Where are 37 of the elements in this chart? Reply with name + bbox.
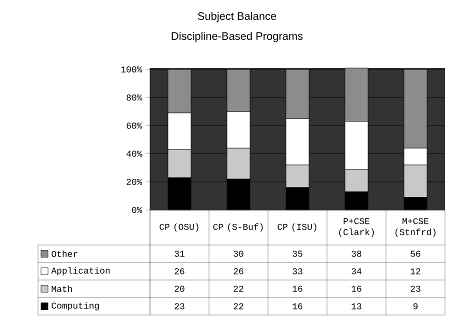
data-label: 38 xyxy=(352,250,362,257)
data-label: 35 xyxy=(292,250,302,257)
data-label: 16 xyxy=(292,303,302,310)
data-label: 26 xyxy=(234,268,244,274)
x-tick-label: M+CSE (Stnfrd) xyxy=(395,218,436,237)
data-label: 13 xyxy=(352,303,362,310)
data-label: 56 xyxy=(410,250,420,257)
y-tick-label: 80% xyxy=(126,94,142,101)
data-label: 34 xyxy=(352,268,362,274)
legend-label: Computing xyxy=(52,302,99,310)
y-tick-label: 20% xyxy=(126,178,142,185)
data-label: 22 xyxy=(234,286,244,292)
x-tick-label: P+CSE (Clark) xyxy=(339,218,374,237)
y-tick-label: 60% xyxy=(126,122,142,129)
data-label: 22 xyxy=(234,303,244,310)
chart-title: Subject Balance xyxy=(198,12,276,22)
data-label: 20 xyxy=(174,286,184,292)
legend-label: Application xyxy=(51,267,110,276)
y-tick-label: 100% xyxy=(121,66,142,72)
y-tick-label: 40% xyxy=(126,150,142,157)
legend-label: Math xyxy=(52,285,72,292)
y-tick-label: 0% xyxy=(132,206,142,214)
data-label: 12 xyxy=(410,268,420,274)
data-label: 16 xyxy=(352,286,362,292)
x-tick-label: CP (S-Buf) xyxy=(213,223,263,232)
data-label: 23 xyxy=(174,303,184,310)
data-label: 31 xyxy=(174,250,184,257)
data-label: 9 xyxy=(413,303,418,310)
data-label: 33 xyxy=(292,268,302,274)
legend-label: Other xyxy=(52,250,78,258)
x-tick-label: CP (OSU) xyxy=(160,223,198,232)
data-label: 30 xyxy=(234,250,244,257)
chart-subtitle: Discipline-Based Programs xyxy=(172,32,303,42)
data-label: 26 xyxy=(174,268,184,274)
x-tick-label: CP (ISU) xyxy=(278,223,316,232)
data-label: 16 xyxy=(292,286,302,292)
data-label: 23 xyxy=(410,286,420,292)
